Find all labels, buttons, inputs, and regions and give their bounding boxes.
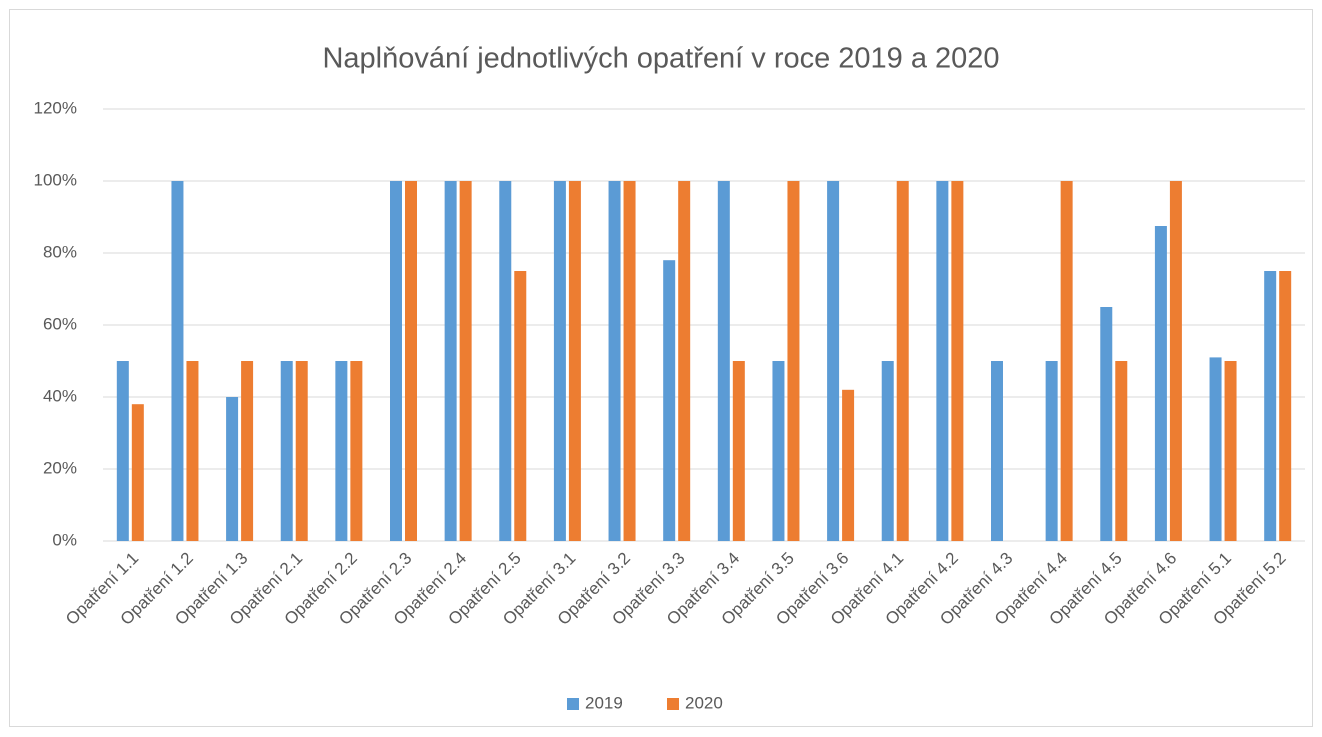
- chart-border: [9, 9, 1313, 727]
- bar: [514, 271, 527, 541]
- legend-label: 2019: [585, 693, 623, 712]
- legend-label: 2020: [685, 693, 723, 712]
- bar: [499, 181, 512, 541]
- bar: [842, 389, 855, 541]
- bar: [1279, 271, 1292, 541]
- legend-swatch: [567, 698, 579, 710]
- bar: [827, 181, 840, 541]
- bar: [608, 181, 621, 541]
- bar: [936, 181, 949, 541]
- bar: [444, 181, 457, 541]
- bar: [1209, 357, 1222, 541]
- bar: [226, 397, 239, 541]
- bar: [280, 361, 293, 541]
- bar: [896, 181, 909, 541]
- bar: [131, 404, 144, 541]
- bar: [1169, 181, 1182, 541]
- bar: [171, 181, 184, 541]
- bar: [116, 361, 129, 541]
- bar: [1154, 226, 1167, 541]
- y-tick-label: 80%: [43, 242, 77, 261]
- bar: [1060, 181, 1073, 541]
- chart-title: Naplňování jednotlivých opatření v roce …: [322, 43, 999, 75]
- bar: [732, 361, 745, 541]
- bar: [335, 361, 348, 541]
- bar: [678, 181, 691, 541]
- bar: [772, 361, 785, 541]
- bar: [186, 361, 199, 541]
- bar: [951, 181, 964, 541]
- y-tick-label: 100%: [34, 170, 77, 189]
- bar: [881, 361, 894, 541]
- y-tick-label: 0%: [52, 530, 77, 549]
- bar: [1115, 361, 1128, 541]
- bar: [459, 181, 472, 541]
- bar: [663, 260, 676, 541]
- bar: [1264, 271, 1277, 541]
- y-tick-label: 20%: [43, 458, 77, 477]
- bar: [390, 181, 402, 541]
- bar: [717, 181, 730, 541]
- bar: [350, 361, 363, 541]
- bar: [787, 181, 800, 541]
- bar: [623, 181, 636, 541]
- bar: [553, 181, 566, 541]
- y-tick-label: 60%: [43, 314, 77, 333]
- y-tick-label: 120%: [34, 98, 77, 117]
- bar: [568, 181, 581, 541]
- bar: [1224, 361, 1237, 541]
- bar: [1045, 361, 1058, 541]
- bar: [241, 361, 254, 541]
- bar: [295, 361, 308, 541]
- bar: [405, 181, 417, 541]
- legend-swatch: [667, 698, 679, 710]
- bar: [991, 361, 1003, 541]
- bar: [1100, 307, 1113, 541]
- y-tick-label: 40%: [43, 386, 77, 405]
